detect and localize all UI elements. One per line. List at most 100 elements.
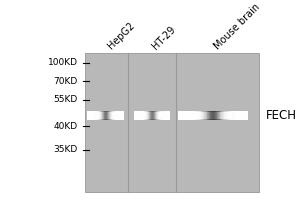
Bar bbox=[196, 111, 197, 120]
Bar bbox=[222, 111, 223, 120]
Bar bbox=[95, 111, 96, 120]
Bar bbox=[206, 112, 207, 119]
Bar bbox=[156, 112, 157, 119]
Bar bbox=[206, 111, 207, 120]
Bar bbox=[123, 111, 124, 120]
Text: HT-29: HT-29 bbox=[151, 24, 178, 51]
Bar bbox=[135, 111, 136, 120]
Bar bbox=[196, 112, 197, 119]
Bar bbox=[144, 112, 145, 119]
Bar bbox=[220, 112, 221, 119]
Bar bbox=[184, 111, 186, 120]
Bar bbox=[208, 111, 209, 120]
Bar bbox=[146, 111, 147, 120]
Bar bbox=[198, 112, 199, 119]
Bar bbox=[110, 111, 111, 120]
Bar bbox=[113, 112, 114, 119]
Bar bbox=[225, 112, 226, 119]
Bar bbox=[103, 112, 104, 119]
Bar bbox=[178, 111, 179, 120]
Bar bbox=[90, 111, 91, 120]
Bar bbox=[232, 111, 233, 120]
Bar bbox=[155, 111, 156, 120]
Bar bbox=[164, 111, 165, 120]
Bar bbox=[158, 112, 159, 119]
Bar bbox=[146, 112, 147, 119]
Text: HepG2: HepG2 bbox=[106, 20, 136, 51]
Text: 55KD: 55KD bbox=[53, 95, 77, 104]
Bar bbox=[96, 112, 97, 119]
Bar bbox=[217, 112, 218, 119]
Bar bbox=[223, 111, 224, 120]
Bar bbox=[241, 111, 242, 120]
Bar bbox=[183, 111, 184, 120]
Bar bbox=[233, 111, 234, 120]
Bar bbox=[237, 111, 238, 120]
Bar bbox=[224, 112, 225, 119]
Bar bbox=[157, 112, 158, 119]
Bar bbox=[112, 112, 113, 119]
Bar bbox=[220, 111, 221, 120]
Bar bbox=[212, 111, 213, 120]
Bar bbox=[180, 111, 181, 120]
Bar bbox=[229, 112, 230, 119]
Bar bbox=[148, 112, 149, 119]
Bar bbox=[104, 111, 105, 120]
Bar bbox=[88, 111, 89, 120]
Bar bbox=[150, 112, 151, 119]
Bar bbox=[195, 112, 196, 119]
Text: FECH: FECH bbox=[266, 109, 297, 122]
Bar bbox=[162, 111, 163, 120]
Bar bbox=[102, 112, 103, 119]
Bar bbox=[235, 111, 236, 120]
Bar bbox=[228, 112, 229, 119]
Bar bbox=[89, 111, 90, 120]
Bar bbox=[190, 111, 192, 120]
Bar bbox=[205, 111, 206, 120]
Bar bbox=[195, 111, 196, 120]
Bar bbox=[189, 111, 190, 120]
Bar bbox=[93, 111, 94, 120]
Bar bbox=[159, 111, 160, 120]
Bar bbox=[85, 53, 259, 192]
Bar bbox=[201, 111, 202, 120]
Bar bbox=[145, 112, 146, 119]
Bar bbox=[107, 111, 108, 120]
Bar bbox=[108, 111, 109, 120]
Bar bbox=[234, 111, 235, 120]
Bar bbox=[209, 111, 210, 120]
Bar bbox=[136, 111, 137, 120]
Bar bbox=[203, 112, 204, 119]
Bar bbox=[236, 111, 237, 120]
Bar bbox=[100, 112, 101, 119]
Bar bbox=[160, 112, 161, 119]
Bar bbox=[243, 111, 244, 120]
Bar bbox=[100, 111, 101, 120]
Bar bbox=[98, 112, 99, 119]
Bar bbox=[139, 111, 140, 120]
Bar bbox=[115, 112, 116, 119]
Bar bbox=[147, 112, 148, 119]
Bar bbox=[188, 111, 189, 120]
Bar bbox=[203, 111, 205, 120]
Bar bbox=[145, 111, 146, 120]
Bar bbox=[222, 112, 223, 119]
Bar bbox=[160, 111, 161, 120]
Bar bbox=[115, 111, 116, 120]
Bar bbox=[106, 111, 107, 120]
Bar bbox=[223, 112, 224, 119]
Bar bbox=[99, 112, 100, 119]
Bar bbox=[137, 111, 138, 120]
Text: 40KD: 40KD bbox=[53, 122, 77, 131]
Bar bbox=[202, 112, 203, 119]
Bar bbox=[122, 111, 123, 120]
Bar bbox=[244, 111, 246, 120]
Bar bbox=[238, 111, 240, 120]
Bar bbox=[167, 111, 168, 120]
Bar bbox=[109, 111, 110, 120]
Bar bbox=[105, 111, 106, 120]
Bar bbox=[97, 112, 98, 119]
Bar bbox=[99, 111, 100, 120]
Bar bbox=[211, 112, 212, 119]
Bar bbox=[210, 112, 211, 119]
